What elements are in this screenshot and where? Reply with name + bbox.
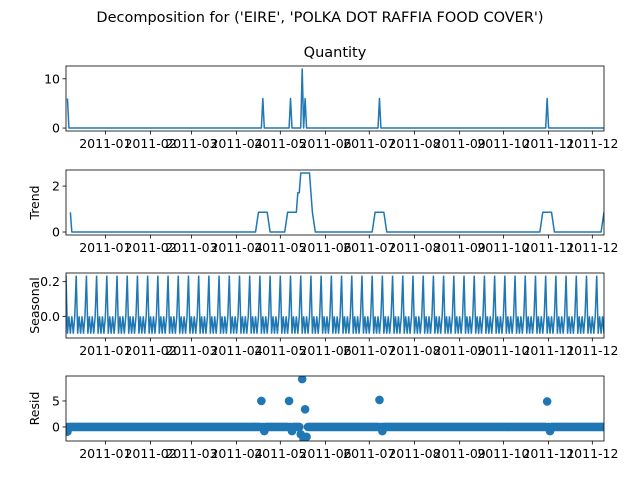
x-tick-label: 2011-03 bbox=[165, 446, 217, 461]
x-tick-label: 2011-01 bbox=[79, 240, 131, 255]
x-tick-label: 2011-08 bbox=[388, 343, 440, 358]
plot-area bbox=[69, 172, 604, 233]
x-tick-label: 2011-12 bbox=[566, 136, 618, 151]
series-line bbox=[69, 172, 604, 233]
y-tick-label: 10 bbox=[44, 71, 60, 86]
x-tick-label: 2011-10 bbox=[477, 343, 529, 358]
x-tick-label: 2011-04 bbox=[210, 343, 262, 358]
x-tick-label: 2011-10 bbox=[477, 240, 529, 255]
subplot-3: 0.00.22011-012011-022011-032011-042011-0… bbox=[27, 272, 618, 358]
subplot-4: 052011-012011-022011-032011-042011-05201… bbox=[27, 375, 618, 461]
residual-point bbox=[300, 404, 310, 414]
x-tick-label: 2011-03 bbox=[165, 136, 217, 151]
x-tick-label: 2011-05 bbox=[254, 343, 306, 358]
axes-frame bbox=[65, 272, 605, 339]
x-tick-label: 2011-08 bbox=[388, 446, 440, 461]
residual-point bbox=[294, 422, 304, 432]
plot-area bbox=[66, 376, 604, 441]
x-tick-label: 2011-01 bbox=[79, 136, 131, 151]
x-tick-label: 2011-07 bbox=[343, 446, 395, 461]
subplot-1: 0102011-012011-022011-032011-042011-0520… bbox=[44, 45, 618, 151]
x-tick-label: 2011-09 bbox=[434, 136, 486, 151]
axes-frame bbox=[65, 375, 605, 442]
residual-point bbox=[542, 397, 552, 406]
x-tick-label: 2011-04 bbox=[210, 446, 262, 461]
x-tick-label: 2011-02 bbox=[124, 446, 176, 461]
x-tick-label: 2011-06 bbox=[299, 136, 351, 151]
residual-point bbox=[297, 376, 307, 384]
x-tick-label: 2011-12 bbox=[566, 343, 618, 358]
y-tick-label: 0 bbox=[52, 419, 60, 434]
x-tick-label: 2011-07 bbox=[343, 240, 395, 255]
x-tick-label: 2011-03 bbox=[165, 343, 217, 358]
x-tick-label: 2011-09 bbox=[434, 240, 486, 255]
series-line bbox=[66, 68, 604, 129]
x-tick-label: 2011-06 bbox=[299, 446, 351, 461]
seasonal-line bbox=[66, 275, 604, 334]
y-tick-label: 0 bbox=[52, 121, 60, 136]
x-tick-label: 2011-04 bbox=[210, 240, 262, 255]
y-axis-label: Resid bbox=[27, 392, 42, 426]
x-tick-label: 2011-09 bbox=[434, 446, 486, 461]
x-tick-label: 2011-05 bbox=[254, 240, 306, 255]
x-tick-label: 2011-02 bbox=[124, 343, 176, 358]
x-tick-label: 2011-06 bbox=[299, 240, 351, 255]
y-tick-label: 0.0 bbox=[40, 309, 60, 324]
y-tick-label: 0.2 bbox=[40, 274, 60, 289]
x-tick-label: 2011-11 bbox=[522, 136, 574, 151]
x-tick-label: 2011-11 bbox=[522, 240, 574, 255]
y-tick-label: 0 bbox=[52, 225, 60, 240]
x-tick-label: 2011-03 bbox=[165, 240, 217, 255]
y-tick-label: 2 bbox=[52, 179, 60, 194]
x-tick-label: 2011-06 bbox=[299, 343, 351, 358]
residual-point bbox=[257, 396, 266, 406]
x-tick-label: 2011-11 bbox=[522, 343, 574, 358]
plot-area bbox=[66, 275, 604, 334]
x-tick-label: 2011-08 bbox=[388, 136, 440, 151]
subplot-title: Quantity bbox=[304, 45, 367, 61]
x-tick-label: 2011-04 bbox=[210, 136, 262, 151]
x-tick-label: 2011-12 bbox=[566, 240, 618, 255]
x-tick-label: 2011-10 bbox=[477, 136, 529, 151]
residual-point bbox=[599, 422, 604, 432]
y-tick-label: 5 bbox=[52, 393, 60, 408]
x-tick-label: 2011-09 bbox=[434, 343, 486, 358]
subplot-2: 022011-012011-022011-032011-042011-05201… bbox=[27, 169, 618, 255]
x-tick-label: 2011-08 bbox=[388, 240, 440, 255]
x-tick-label: 2011-02 bbox=[124, 136, 176, 151]
y-axis-label: Seasonal bbox=[27, 277, 42, 334]
x-tick-label: 2011-12 bbox=[566, 446, 618, 461]
residual-point bbox=[284, 396, 294, 406]
axes-frame bbox=[65, 169, 605, 236]
x-tick-label: 2011-10 bbox=[477, 446, 529, 461]
x-tick-label: 2011-11 bbox=[522, 446, 574, 461]
x-tick-label: 2011-01 bbox=[79, 343, 131, 358]
residual-point bbox=[375, 395, 384, 405]
residual-point bbox=[302, 432, 311, 441]
figure-suptitle: Decomposition for ('EIRE', 'POLKA DOT RA… bbox=[96, 10, 543, 26]
x-tick-label: 2011-05 bbox=[254, 446, 306, 461]
x-tick-label: 2011-02 bbox=[124, 240, 176, 255]
y-axis-label: Trend bbox=[27, 185, 42, 220]
x-tick-label: 2011-07 bbox=[343, 136, 395, 151]
axes-frame bbox=[65, 65, 605, 132]
x-tick-label: 2011-01 bbox=[79, 446, 131, 461]
plot-area bbox=[66, 68, 604, 129]
x-tick-label: 2011-07 bbox=[343, 343, 395, 358]
x-tick-label: 2011-05 bbox=[254, 136, 306, 151]
